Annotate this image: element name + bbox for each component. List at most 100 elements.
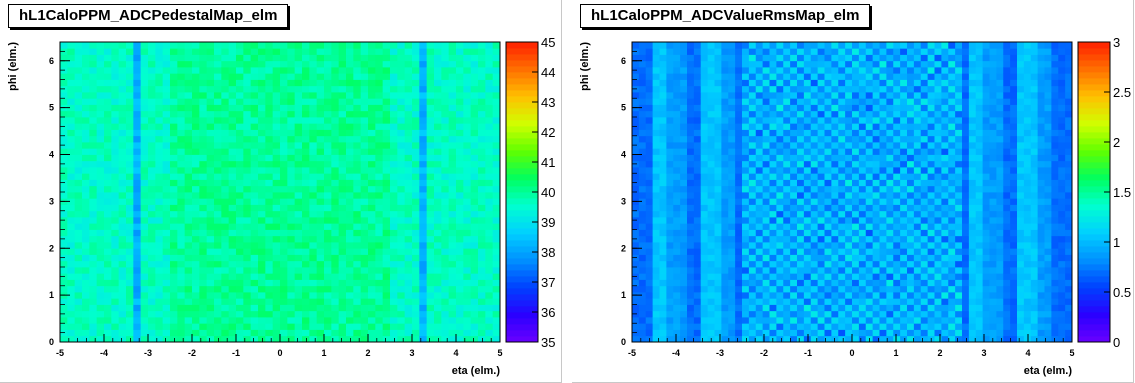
heatmap-cell bbox=[824, 117, 832, 124]
heatmap-cell bbox=[680, 204, 688, 212]
heatmap-cell bbox=[404, 204, 413, 212]
heatmap-cell bbox=[426, 210, 435, 218]
heatmap-cell bbox=[638, 298, 647, 305]
heatmap-cell bbox=[272, 85, 281, 93]
heatmap-cell bbox=[838, 285, 846, 293]
heatmap-cell bbox=[831, 129, 839, 137]
heatmap-cell bbox=[360, 210, 369, 218]
heatmap-cell bbox=[390, 279, 398, 287]
heatmap-cell bbox=[463, 73, 472, 80]
heatmap-cell bbox=[74, 79, 83, 87]
heatmap-cell bbox=[206, 254, 215, 262]
heatmap-cell bbox=[397, 135, 406, 143]
heatmap-cell bbox=[67, 317, 76, 324]
heatmap-cell bbox=[666, 173, 674, 180]
heatmap-cell bbox=[434, 92, 442, 99]
heatmap-cell bbox=[353, 148, 362, 155]
heatmap-cell bbox=[206, 335, 215, 343]
heatmap-cell bbox=[645, 204, 654, 212]
heatmap-cell bbox=[89, 242, 98, 249]
heatmap-cell bbox=[302, 148, 310, 155]
heatmap-cell bbox=[879, 142, 887, 149]
heatmap-cell bbox=[700, 310, 709, 318]
heatmap-cell bbox=[448, 48, 457, 55]
heatmap-cell bbox=[762, 335, 770, 343]
heatmap-cell bbox=[353, 210, 362, 218]
heatmap-cell bbox=[375, 223, 384, 230]
heatmap-cell bbox=[184, 98, 193, 105]
heatmap-cell bbox=[790, 48, 798, 55]
heatmap-cell bbox=[858, 73, 867, 80]
heatmap-cell bbox=[673, 260, 681, 268]
y-tick-label: 1 bbox=[49, 290, 54, 300]
heatmap-cell bbox=[265, 110, 274, 118]
heatmap-cell bbox=[287, 185, 296, 193]
heatmap-cell bbox=[236, 204, 244, 212]
heatmap-cell bbox=[412, 235, 420, 243]
heatmap-cell bbox=[728, 148, 736, 155]
heatmap-cell bbox=[810, 279, 819, 287]
heatmap-cell bbox=[250, 179, 259, 187]
heatmap-cell bbox=[879, 85, 887, 93]
heatmap-cell bbox=[659, 267, 667, 274]
heatmap-cell bbox=[272, 279, 281, 287]
heatmap-cell bbox=[478, 267, 486, 274]
heatmap-cell bbox=[382, 48, 391, 55]
heatmap-cell bbox=[177, 92, 186, 99]
heatmap-cell bbox=[302, 310, 310, 318]
heatmap-cell bbox=[338, 48, 347, 55]
x-tick-label: 2 bbox=[365, 348, 370, 358]
heatmap-cell bbox=[900, 298, 908, 305]
heatmap-cell bbox=[250, 198, 259, 205]
heatmap-cell bbox=[638, 67, 647, 74]
heatmap-cell bbox=[879, 260, 887, 268]
heatmap-cell bbox=[879, 167, 887, 174]
heatmap-cell bbox=[817, 110, 825, 118]
heatmap-cell bbox=[265, 217, 274, 224]
heatmap-cell bbox=[258, 98, 266, 105]
heatmap-cell bbox=[776, 160, 784, 168]
heatmap-cell bbox=[803, 298, 812, 305]
heatmap-cell bbox=[133, 48, 142, 55]
heatmap-cell bbox=[272, 67, 281, 74]
heatmap-cell bbox=[762, 148, 770, 155]
palette-band bbox=[506, 138, 538, 145]
heatmap-cell bbox=[74, 160, 83, 168]
heatmap-cell bbox=[228, 248, 237, 255]
heatmap-cell bbox=[728, 60, 736, 68]
heatmap-cell bbox=[865, 273, 874, 280]
heatmap-cell bbox=[693, 310, 702, 318]
heatmap-cell bbox=[872, 79, 880, 87]
heatmap-cell bbox=[845, 217, 853, 224]
heatmap-cell bbox=[162, 242, 171, 249]
palette-band bbox=[506, 84, 538, 91]
heatmap-cell bbox=[104, 317, 112, 324]
heatmap-cell bbox=[309, 167, 318, 174]
heatmap-cell bbox=[96, 317, 105, 324]
heatmap-cell bbox=[316, 73, 325, 80]
heatmap-cell bbox=[360, 60, 369, 68]
heatmap-cell bbox=[448, 79, 457, 87]
heatmap-cell bbox=[872, 60, 880, 68]
heatmap-cell bbox=[280, 60, 288, 68]
heatmap-cell bbox=[228, 292, 237, 299]
heatmap-cell bbox=[60, 173, 68, 180]
heatmap-cell bbox=[192, 223, 200, 230]
heatmap-cell bbox=[673, 79, 681, 87]
palette-band bbox=[506, 102, 538, 109]
heatmap-cell bbox=[441, 248, 450, 255]
heatmap-cell bbox=[762, 292, 770, 299]
heatmap-cell bbox=[287, 104, 296, 112]
heatmap-cell bbox=[148, 148, 156, 155]
heatmap-cell bbox=[74, 273, 83, 280]
heatmap-cell bbox=[900, 317, 908, 324]
heatmap-cell bbox=[845, 154, 853, 162]
heatmap-cell bbox=[900, 235, 908, 243]
heatmap-cell bbox=[638, 117, 647, 124]
heatmap-cell bbox=[845, 110, 853, 118]
heatmap-cell bbox=[206, 317, 215, 324]
heatmap-cell bbox=[652, 54, 660, 62]
heatmap-cell bbox=[412, 298, 420, 305]
heatmap-cell bbox=[838, 298, 846, 305]
heatmap-cell bbox=[375, 254, 384, 262]
